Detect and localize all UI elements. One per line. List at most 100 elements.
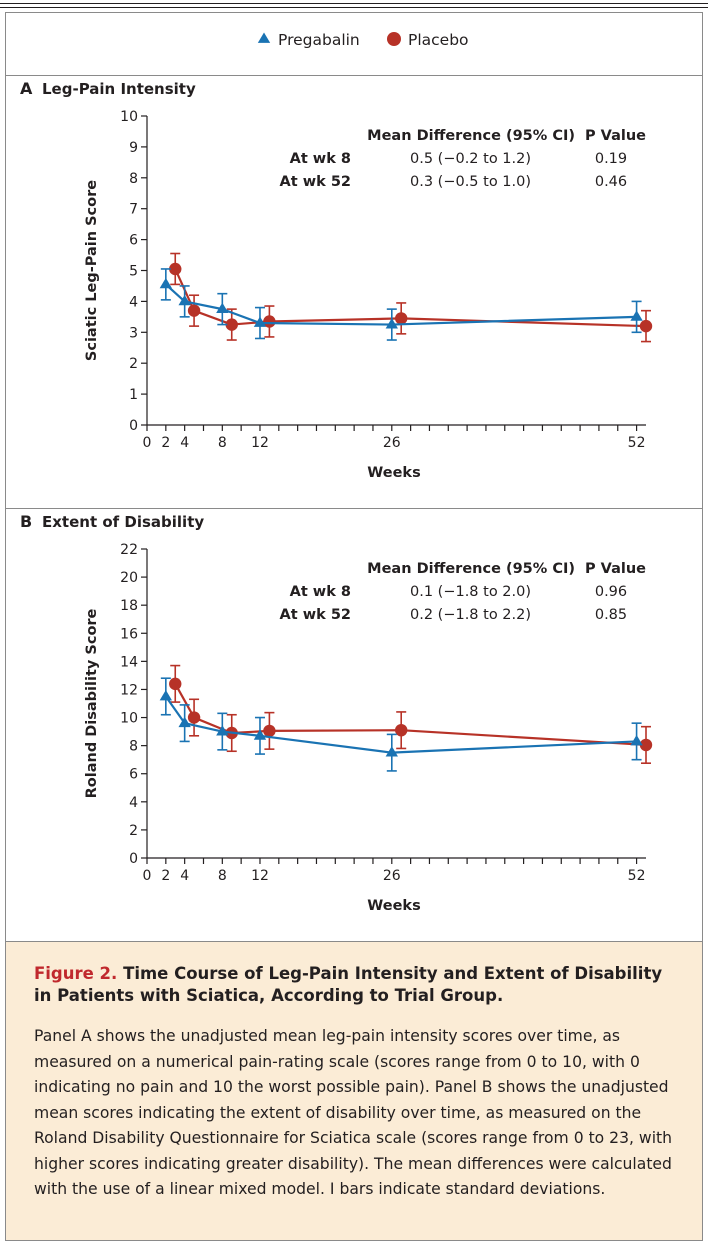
x-axis-label: Weeks [367, 898, 420, 914]
pregabalin-point [216, 302, 229, 314]
x-tick-label: 8 [218, 435, 227, 451]
placebo-point [169, 262, 182, 276]
table-header-diff: Mean Difference (95% CI) [367, 128, 575, 144]
y-tick-label: 3 [129, 325, 138, 341]
x-tick-label: 8 [218, 868, 227, 884]
table-row-diff: 0.1 (−1.8 to 2.0) [410, 584, 531, 600]
y-tick-label: 6 [129, 767, 138, 783]
caption-box [6, 942, 702, 1240]
y-tick-label: 10 [120, 711, 138, 727]
placebo-point [169, 677, 182, 691]
x-tick-label: 2 [161, 868, 170, 884]
table-row-diff: 0.3 (−0.5 to 1.0) [410, 174, 531, 190]
pregabalin-point [159, 689, 173, 701]
panel-title: Extent of Disability [42, 513, 204, 531]
figure-caption-title: Figure 2. Time Course of Leg-Pain Intens… [34, 963, 684, 1007]
pregabalin-point [253, 729, 267, 740]
y-tick-label: 4 [129, 795, 138, 811]
placebo-point [187, 304, 201, 317]
pregabalin-point [178, 294, 191, 306]
x-tick-label: 52 [628, 435, 646, 451]
table-row-label: At wk 8 [290, 584, 351, 600]
y-tick-label: 5 [129, 264, 138, 280]
y-tick-label: 9 [129, 140, 138, 156]
placebo-point [395, 312, 408, 325]
x-tick-label: 52 [628, 868, 646, 884]
table-header-diff: Mean Difference (95% CI) [367, 561, 575, 577]
y-tick-label: 7 [129, 202, 138, 218]
y-tick-label: 18 [120, 598, 138, 614]
placebo-line [174, 683, 647, 747]
y-tick-label: 10 [120, 109, 138, 125]
placebo-point [395, 723, 408, 737]
panel-letter: B [20, 512, 32, 531]
placebo-point [263, 724, 276, 738]
y-tick-label: 6 [129, 233, 138, 249]
x-tick-label: 0 [143, 435, 152, 451]
figure-frame [5, 12, 703, 1241]
pregabalin-point [630, 734, 643, 746]
y-tick-label: 0 [129, 851, 138, 867]
x-tick-label: 12 [251, 868, 269, 884]
y-tick-label: 22 [120, 542, 138, 558]
y-tick-label: 2 [129, 823, 138, 839]
x-tick-label: 0 [143, 868, 152, 884]
placebo-point [263, 315, 276, 328]
legend: Pregabalin Placebo [257, 31, 469, 49]
y-tick-label: 4 [129, 294, 138, 310]
x-tick-label: 2 [161, 435, 170, 451]
placebo-point [225, 318, 238, 331]
legend-divider [5, 75, 703, 76]
x-tick-label: 26 [383, 868, 401, 884]
y-tick-label: 1 [129, 387, 138, 403]
table-row-p: 0.96 [595, 584, 627, 600]
table-row-label: At wk 8 [290, 151, 351, 167]
pregabalin-line [165, 283, 637, 326]
x-tick-label: 4 [180, 868, 189, 884]
table-row-diff: 0.2 (−1.8 to 2.2) [410, 607, 531, 623]
table-row-p: 0.85 [595, 607, 627, 623]
y-axis-label: Sciatic Leg-Pain Score [84, 180, 100, 361]
table-row-label: At wk 52 [280, 174, 351, 190]
y-tick-label: 20 [120, 570, 138, 586]
y-tick-label: 0 [129, 418, 138, 434]
pregabalin-point [630, 310, 643, 321]
y-tick-label: 8 [129, 171, 138, 187]
figure-label: Figure 2. [34, 964, 118, 983]
legend-pregabalin-marker [257, 32, 271, 43]
legend-pregabalin-label: Pregabalin [278, 31, 360, 49]
placebo-point [187, 711, 201, 724]
y-tick-label: 16 [120, 626, 138, 642]
y-tick-label: 12 [120, 682, 138, 698]
y-axis-label: Roland Disability Score [84, 608, 100, 798]
panel-divider [5, 508, 703, 509]
caption-divider [5, 941, 703, 942]
top-rule [0, 3, 708, 4]
pregabalin-point [216, 725, 229, 736]
table-row-p: 0.19 [595, 151, 627, 167]
pregabalin-point [385, 746, 398, 757]
pregabalin-point [385, 318, 398, 329]
panel-letter: A [20, 79, 33, 98]
y-tick-label: 14 [120, 654, 138, 670]
table-row-label: At wk 52 [280, 607, 351, 623]
x-tick-label: 26 [383, 435, 401, 451]
pregabalin-point [178, 716, 191, 728]
y-tick-label: 8 [129, 739, 138, 755]
figure-title: Time Course of Leg-Pain Intensity and Ex… [34, 964, 663, 1005]
table-row-diff: 0.5 (−0.2 to 1.2) [410, 151, 531, 167]
y-tick-label: 2 [129, 356, 138, 372]
panel-title: Leg-Pain Intensity [42, 80, 196, 98]
panel-b-chart: B Extent of Disability0246810121416182022… [20, 512, 653, 914]
pregabalin-point [159, 277, 173, 289]
table-header-p: P Value [585, 561, 646, 577]
legend-placebo-marker [387, 32, 401, 46]
legend-placebo-label: Placebo [408, 31, 469, 49]
top-rule-2 [0, 7, 708, 8]
x-tick-label: 4 [180, 435, 189, 451]
x-tick-label: 12 [251, 435, 269, 451]
figure-caption-body: Panel A shows the unadjusted mean leg-pa… [34, 1027, 673, 1198]
placebo-point [639, 738, 653, 752]
table-header-p: P Value [585, 128, 646, 144]
